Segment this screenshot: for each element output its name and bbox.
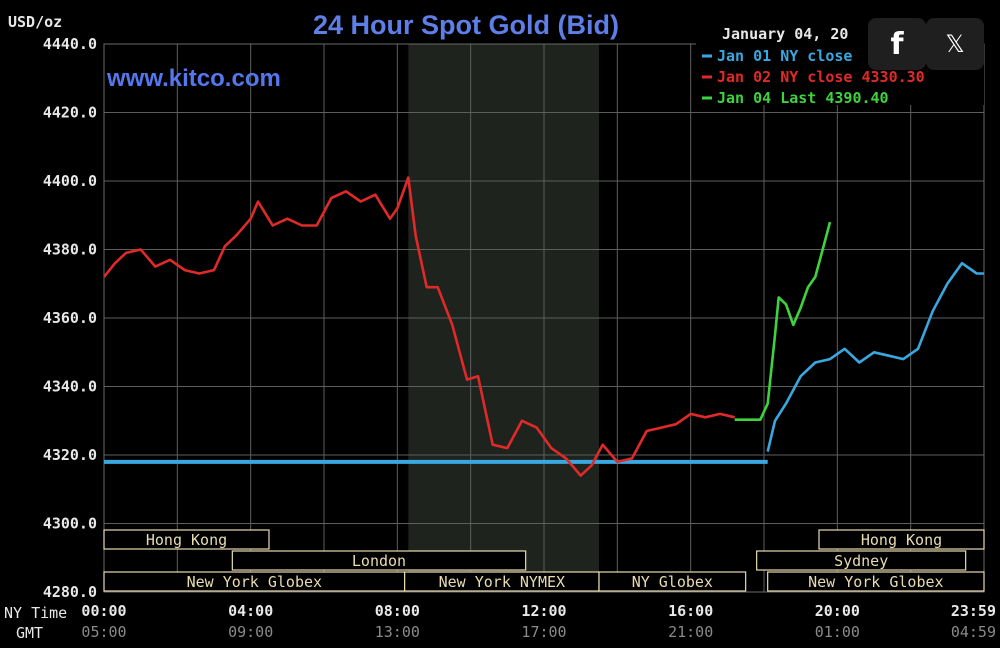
session-label: Hong Kong	[146, 531, 227, 549]
series-line	[104, 176, 735, 477]
ny-time-tick: 12:00	[521, 602, 566, 620]
legend-label: Jan 04 Last 4390.40	[717, 89, 889, 107]
session-bar: New York Globex	[767, 571, 985, 592]
legend-label: Jan 01 NY close	[717, 47, 852, 65]
session-bar: Sydney	[756, 550, 967, 571]
session-label: New York NYMEX	[439, 573, 565, 591]
market-sessions: Hong Kong London New York Globex New York N…	[103, 529, 985, 592]
y-tick-label: 4440.0	[43, 35, 97, 53]
price-series	[104, 176, 984, 477]
y-tick-label: 4340.0	[43, 378, 97, 396]
x-axis-ticks: 00:00 04:00 08:00 12:00 16:00 20:00 23:59 05:00…	[81, 602, 996, 641]
gmt-tick: 05:00	[81, 623, 126, 641]
chart-date: January 04, 20	[722, 25, 848, 43]
gmt-tick: 17:00	[521, 623, 566, 641]
session-bar: London	[231, 550, 527, 571]
session-bar: New York NYMEX	[404, 571, 600, 592]
y-tick-label: 4300.0	[43, 515, 97, 533]
y-axis-units: USD/oz	[8, 13, 62, 31]
series-line	[734, 221, 832, 421]
legend-label: Jan 02 NY close 4330.30	[717, 68, 925, 86]
gmt-tick: 09:00	[228, 623, 273, 641]
y-tick-label: 4360.0	[43, 309, 97, 327]
session-bar: New York Globex	[103, 571, 406, 592]
session-bar: Hong Kong	[818, 529, 985, 550]
session-bar: NY Globex	[598, 571, 747, 592]
ny-time-tick: 00:00	[81, 602, 126, 620]
ny-time-label: NY Time	[4, 604, 67, 622]
plot-border	[103, 43, 985, 593]
y-tick-label: 4280.0	[43, 583, 97, 601]
chart-title: 24 Hour Spot Gold (Bid)	[313, 10, 619, 40]
kitco-watermark: www.kitco.com	[106, 65, 281, 92]
y-tick-label: 4320.0	[43, 446, 97, 464]
x-share-button[interactable]: 𝕏	[926, 18, 984, 70]
y-tick-label: 4400.0	[43, 172, 97, 190]
ny-time-tick: 23:59	[951, 602, 996, 620]
y-tick-label: 4420.0	[43, 104, 97, 122]
session-label: Hong Kong	[861, 531, 942, 549]
gmt-tick: 04:59	[951, 623, 996, 641]
session-label: New York Globex	[187, 573, 322, 591]
session-label: London	[352, 552, 406, 570]
legend: Jan 01 NY close Jan 02 NY close 4330.30 Ja…	[702, 47, 925, 107]
gmt-tick: 21:00	[668, 623, 713, 641]
x-icon: 𝕏	[945, 30, 965, 58]
ny-time-tick: 08:00	[375, 602, 420, 620]
ny-time-tick: 16:00	[668, 602, 713, 620]
series-line	[766, 261, 984, 452]
ny-time-tick: 04:00	[228, 602, 273, 620]
session-label: New York Globex	[808, 573, 943, 591]
y-tick-label: 4380.0	[43, 241, 97, 259]
session-bar: Hong Kong	[103, 529, 270, 550]
ny-time-tick: 20:00	[815, 602, 860, 620]
y-axis-ticks: 4440.0 4420.0 4400.0 4380.0 4360.0 4340.0 4320…	[43, 35, 97, 601]
facebook-icon: f	[890, 26, 904, 62]
gmt-tick: 13:00	[375, 623, 420, 641]
gmt-label: GMT	[16, 624, 43, 642]
session-label: NY Globex	[632, 573, 713, 591]
grid-lines	[103, 43, 985, 593]
gmt-tick: 01:00	[815, 623, 860, 641]
session-label: Sydney	[834, 552, 888, 570]
facebook-share-button[interactable]: f	[868, 18, 926, 70]
